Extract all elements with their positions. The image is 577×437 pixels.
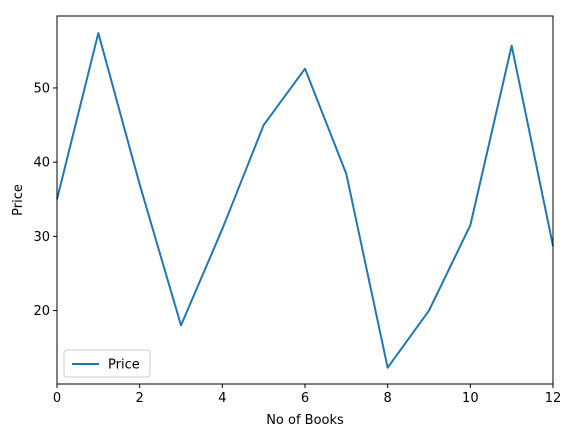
x-tick-label: 6 [301, 391, 309, 406]
x-tick-label: 8 [384, 391, 392, 406]
legend: Price [63, 349, 151, 378]
x-tick-label: 10 [462, 391, 479, 406]
legend-label-price: Price [108, 358, 140, 373]
x-tick-label: 2 [136, 391, 144, 406]
x-axis: 0 2 4 6 8 10 12 [53, 384, 561, 406]
y-tick-label: 40 [33, 156, 50, 171]
legend-box [63, 349, 151, 378]
series-layer [56, 32, 554, 369]
y-tick-label: 50 [33, 81, 50, 96]
x-tick-label: 0 [53, 391, 61, 406]
x-axis-label: No of Books [266, 413, 344, 428]
y-axis-label: Price [11, 184, 26, 216]
x-tick-label: 12 [545, 391, 562, 406]
x-tick-label: 4 [218, 391, 226, 406]
y-tick-label: 20 [33, 304, 50, 319]
y-axis: 20 30 40 50 [33, 81, 57, 319]
series-line-price [56, 32, 554, 369]
y-tick-label: 30 [33, 230, 50, 245]
